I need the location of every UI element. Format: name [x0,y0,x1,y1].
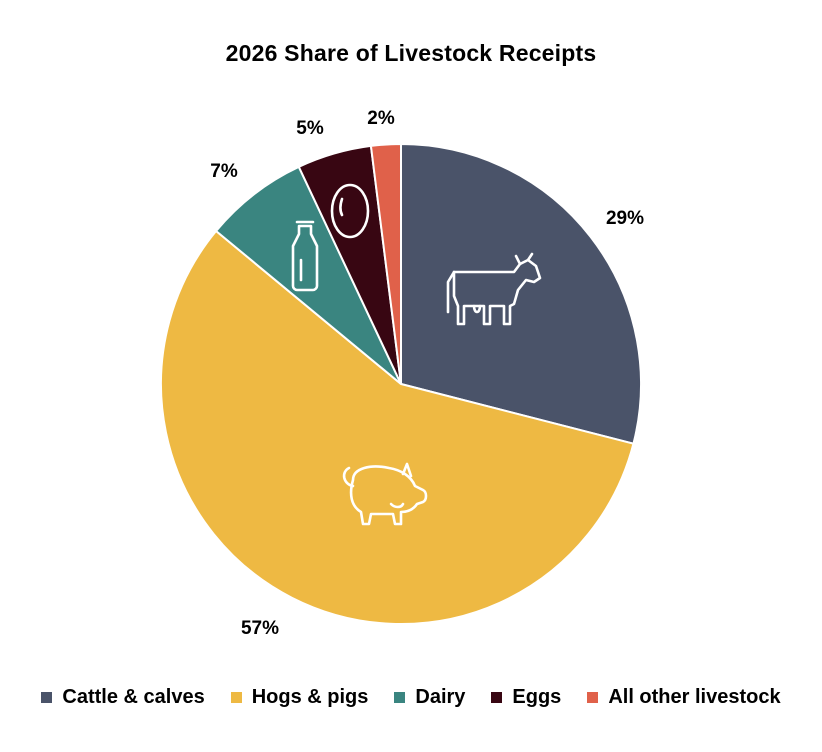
pig-icon [342,462,428,526]
legend-label: All other livestock [608,686,781,708]
data-label: 29% [606,208,644,229]
legend-label: Eggs [512,686,562,708]
legend-swatch [587,692,599,703]
data-label: 57% [241,618,279,639]
pie-slice-dairy [214,165,402,385]
legend-swatch [394,692,406,703]
data-label: 2% [367,108,395,129]
pie-slice-all-other-livestock [369,142,402,385]
legend-label: Hogs & pigs [251,686,369,708]
legend-label: Dairy [415,686,466,708]
data-label: 5% [296,118,324,139]
pie-slice-hogs-pigs [160,229,635,625]
cow-icon [446,252,542,326]
legend-swatch [230,692,242,703]
milk-bottle-icon [291,220,319,292]
chart-title: 2026 Share of Livestock Receipts [225,40,597,66]
legend-swatch [491,692,503,703]
legend-item: Hogs & pigs [230,686,369,709]
legend-item: All other livestock [587,686,781,709]
legend-label: Cattle & calves [62,686,205,708]
legend: Cattle & calves Hogs & pigs Dairy Eggs All o… [0,686,822,709]
legend-item: Dairy [394,686,465,709]
legend-swatch [41,692,53,703]
legend-item: Eggs [491,686,561,709]
legend-item: Cattle & calves [41,686,205,709]
data-label: 7% [210,161,238,182]
pie-slice-cattle-calves [400,142,642,445]
egg-icon [330,183,370,239]
